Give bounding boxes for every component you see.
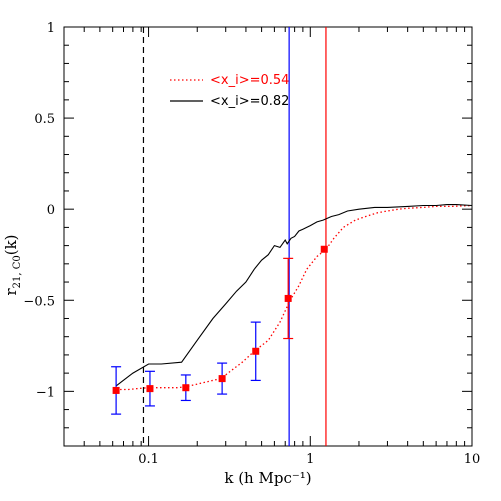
data-point-6 — [284, 294, 292, 302]
y-axis-label: r21, C0(k) — [2, 234, 23, 295]
data-point-5 — [252, 347, 260, 355]
data-point-3 — [182, 384, 190, 392]
y-axis-label-subscript: 21, C0 — [12, 255, 23, 288]
data-point-4 — [218, 375, 226, 383]
y-tick-label: 1 — [47, 21, 55, 36]
legend-label-series-1: <x_i>=0.54 — [210, 73, 289, 88]
y-axis-label-main: r — [2, 288, 20, 296]
y-tick-label: −0.5 — [23, 294, 55, 309]
x-tick-label: 10 — [464, 452, 481, 467]
legend: <x_i>=0.54 <x_i>=0.82 — [170, 73, 289, 109]
series-line-2 — [115, 204, 473, 387]
x-tick-label: 1 — [306, 452, 314, 467]
x-tick-label: 0.1 — [138, 452, 159, 467]
x-axis-label: k (h Mpc⁻¹) — [224, 469, 311, 487]
y-tick-label: −1 — [36, 385, 55, 400]
series-line-1 — [116, 204, 473, 391]
error-points-layer — [111, 245, 328, 415]
vertical-lines-layer — [142, 27, 327, 446]
series-layer — [115, 204, 473, 391]
y-tick-label: 0 — [47, 203, 55, 218]
y-tick-label: 0.5 — [34, 112, 55, 127]
data-point-7 — [320, 245, 328, 253]
y-axis-label-tail: (k) — [2, 234, 20, 255]
data-point-1 — [112, 386, 120, 394]
ticks-layer: 0.1 1 10 −1 −0.5 0 0.5 1 — [23, 21, 480, 467]
legend-label-series-2: <x_i>=0.82 — [210, 94, 289, 109]
plot-frame — [63, 26, 473, 447]
data-point-2 — [146, 385, 154, 393]
plot-frame-layer — [63, 26, 473, 447]
